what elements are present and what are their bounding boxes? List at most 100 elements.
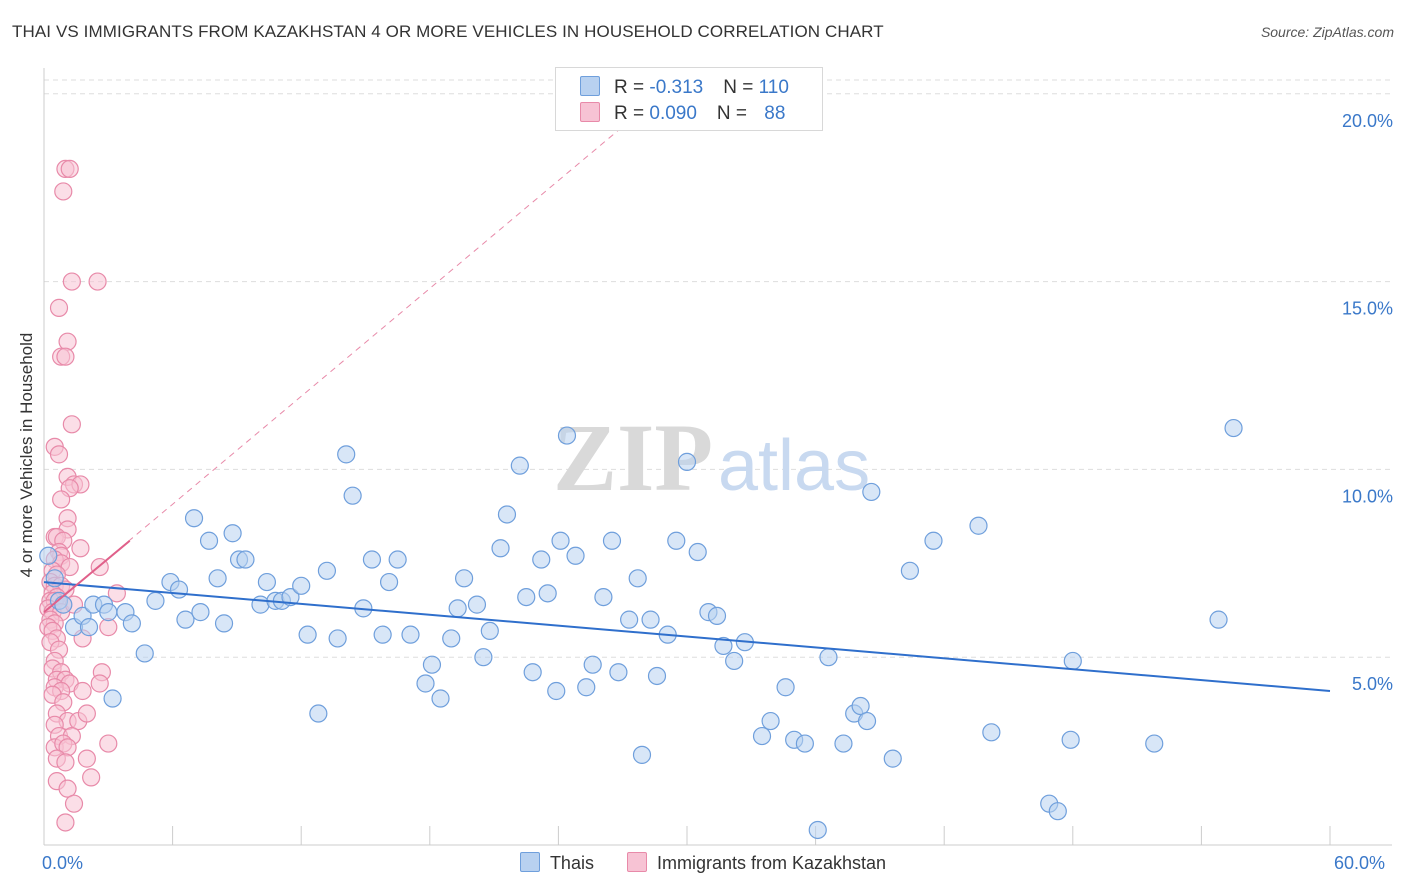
kazakhstan-point bbox=[99, 734, 118, 753]
thais-point bbox=[523, 663, 542, 682]
thais-point bbox=[298, 625, 317, 644]
thais-point bbox=[857, 711, 877, 731]
thais-point bbox=[566, 546, 585, 565]
thais-point bbox=[707, 606, 727, 625]
thais-point bbox=[1048, 802, 1067, 821]
thais-point bbox=[628, 569, 647, 588]
thais-point bbox=[416, 674, 435, 693]
thais-point bbox=[583, 655, 602, 674]
thais-point bbox=[199, 531, 219, 550]
thais-point bbox=[883, 749, 902, 768]
thais-point bbox=[620, 610, 639, 629]
kazakhstan-point bbox=[58, 779, 77, 798]
thais-point bbox=[1224, 418, 1243, 438]
thais-point bbox=[373, 625, 392, 644]
thais-point bbox=[191, 603, 210, 622]
y-tick-label: 20.0% bbox=[1342, 111, 1393, 131]
kazakhstan-point bbox=[49, 445, 69, 464]
thais-point bbox=[257, 572, 277, 592]
y-tick-labels: 5.0% 10.0% 15.0% 20.0% bbox=[1342, 111, 1393, 694]
thais-point bbox=[688, 542, 707, 562]
kazakhstan-point bbox=[56, 813, 75, 832]
legend-row-kazakhstan: R = 0.090 N = 88 bbox=[580, 102, 785, 124]
y-tick-label: 15.0% bbox=[1342, 299, 1393, 319]
thais-point bbox=[538, 584, 557, 603]
thais-point bbox=[122, 614, 141, 633]
thais-point bbox=[497, 505, 517, 524]
kazakhstan-point bbox=[62, 272, 81, 291]
thais-point bbox=[281, 587, 300, 607]
kazakhstan-point bbox=[49, 298, 69, 317]
kazakhstan-point bbox=[77, 749, 96, 768]
kazakhstan-point bbox=[62, 415, 81, 434]
thais-point bbox=[236, 550, 255, 569]
legend-swatch-kazakhstan bbox=[626, 852, 647, 872]
stats-legend: R = -0.313 N = 110 R = 0.090 N = 88 bbox=[555, 67, 823, 131]
thais-point bbox=[448, 599, 467, 618]
legend-r-label: R = bbox=[614, 77, 650, 98]
kazakhstan-point bbox=[64, 794, 84, 813]
thais-point bbox=[39, 546, 58, 565]
thais-point bbox=[79, 618, 99, 637]
thais-point bbox=[103, 689, 122, 708]
watermark: ZIP atlas bbox=[553, 404, 870, 511]
legend-n-value: 88 bbox=[764, 103, 786, 124]
thais-point bbox=[632, 745, 652, 764]
thais-point bbox=[969, 516, 988, 535]
legend-r-label: R = bbox=[614, 103, 650, 124]
thais-point bbox=[309, 704, 328, 723]
grid-lines bbox=[44, 79, 1392, 658]
thais-point bbox=[834, 734, 853, 753]
thais-point bbox=[602, 531, 622, 550]
thais-point bbox=[819, 648, 838, 667]
legend-n-label: N = bbox=[716, 103, 753, 124]
thais-point bbox=[99, 603, 118, 622]
thais-point bbox=[1145, 734, 1164, 753]
thais-point bbox=[388, 550, 407, 569]
thais-point bbox=[480, 621, 499, 641]
legend-label-kazakhstan: Immigrants from Kazakhstan bbox=[656, 853, 887, 873]
thais-point bbox=[924, 531, 943, 550]
thais-point bbox=[317, 561, 337, 580]
thais-point bbox=[54, 595, 73, 614]
thais-point bbox=[510, 456, 529, 475]
thais-point bbox=[379, 572, 399, 592]
kazakhstan-point bbox=[56, 347, 75, 366]
thais-point bbox=[176, 610, 195, 629]
kazakhstan-point bbox=[71, 539, 90, 558]
thais-point bbox=[343, 486, 362, 505]
legend-n-label: N = bbox=[723, 77, 759, 98]
kazakhstan-point bbox=[82, 768, 101, 787]
kazakhstan-point bbox=[90, 674, 109, 693]
legend-r-value: 0.090 bbox=[649, 103, 697, 124]
thais-point bbox=[982, 723, 1001, 742]
thais-point bbox=[677, 452, 697, 471]
kazakhstan-point bbox=[88, 272, 107, 291]
thais-point bbox=[900, 561, 920, 580]
thais-point bbox=[725, 651, 744, 671]
x-tick-max: 60.0% bbox=[1334, 853, 1386, 873]
legend-swatch-thais bbox=[580, 76, 600, 96]
thais-point bbox=[577, 678, 596, 697]
thais-point bbox=[251, 595, 270, 614]
legend-r-value: -0.313 bbox=[649, 77, 704, 98]
thais-point bbox=[547, 681, 566, 701]
thais-point bbox=[1063, 651, 1082, 671]
thais-point bbox=[557, 426, 577, 445]
y-axis-label-wrap: 4 or more Vehicles in Household bbox=[14, 0, 40, 892]
thais-point bbox=[1061, 730, 1080, 749]
thais-point bbox=[214, 614, 234, 633]
thais-point bbox=[761, 711, 780, 731]
thais-point bbox=[184, 509, 204, 528]
legend-swatch-kazakhstan bbox=[580, 102, 600, 122]
legend-row-thais: R = -0.313 N = 110 bbox=[580, 76, 789, 98]
series-legend: Thais Immigrants from Kazakhstan bbox=[0, 852, 1406, 874]
legend-item-thais: Thais bbox=[519, 852, 594, 874]
series-thais-points bbox=[39, 418, 1243, 840]
thais-point bbox=[401, 625, 420, 644]
legend-n-value: 110 bbox=[758, 77, 789, 98]
trend-lines bbox=[43, 104, 1331, 692]
thais-point bbox=[146, 591, 165, 610]
thais-point bbox=[431, 689, 450, 708]
